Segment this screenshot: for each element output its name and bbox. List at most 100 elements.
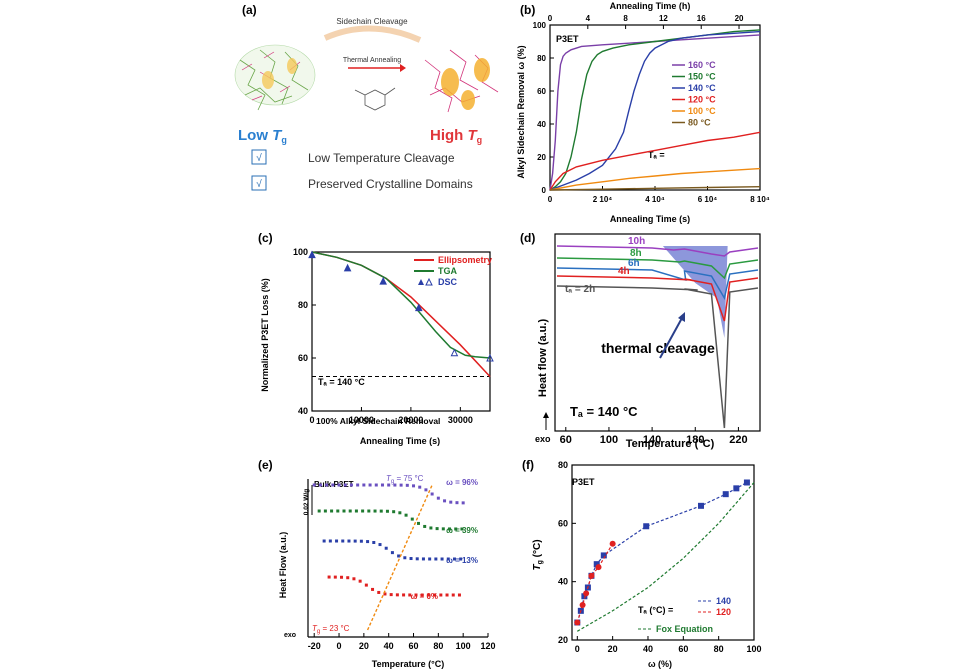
x-tick-label: 120 — [480, 641, 495, 651]
series-line — [556, 275, 759, 322]
series-line — [556, 267, 759, 301]
x-axis-title: Temperature (°C) — [372, 659, 444, 669]
data-point — [439, 593, 443, 597]
cleavage-label: Sidechain Cleavage — [336, 17, 408, 26]
data-point — [445, 593, 449, 597]
data-point — [421, 557, 425, 561]
data-point — [440, 557, 444, 561]
data-point — [335, 539, 339, 543]
data-point — [410, 517, 414, 521]
data-point — [574, 619, 581, 626]
data-point — [428, 557, 432, 561]
series-line — [549, 30, 761, 191]
legend-label: 8h — [630, 248, 642, 259]
inner-title: P3ET — [572, 477, 595, 487]
legend-label: 120 — [716, 607, 731, 617]
data-point — [377, 590, 381, 594]
y-tick-label: 80 — [558, 460, 568, 470]
y-tick-label: 0 — [542, 186, 547, 195]
legend-label: 150 °C — [688, 72, 716, 82]
y-tick-label: 60 — [558, 518, 568, 528]
data-point — [435, 527, 439, 531]
series-line — [549, 167, 761, 191]
series-line — [556, 245, 759, 257]
tg-top-annotation: Tg = 75 °C — [386, 474, 424, 485]
data-point — [588, 572, 595, 579]
data-point — [446, 557, 450, 561]
data-point — [308, 250, 316, 259]
data-point — [395, 593, 399, 597]
data-point — [424, 488, 428, 492]
legend-label: ω = 13% — [446, 556, 478, 565]
x-tick-label: 80 — [433, 641, 443, 651]
data-point — [459, 557, 463, 561]
x-tick-label: 6 10⁴ — [698, 195, 718, 204]
ta-annotation: Tₐ = 140 °C — [318, 377, 365, 387]
plot-frame — [311, 251, 491, 412]
annotation-arrowhead — [678, 312, 685, 322]
series-line — [549, 186, 761, 191]
legend-label: 120 °C — [688, 95, 716, 105]
data-point — [387, 483, 391, 487]
panel-a: (a) — [234, 3, 499, 191]
series-line — [549, 34, 761, 191]
x-tick-label: 0 — [309, 415, 314, 425]
y-axis-exo: exo — [535, 434, 551, 444]
data-point — [455, 501, 459, 505]
tg-bottom-annotation: Tg = 23 °C — [312, 624, 350, 635]
inner-title: P3ET — [556, 34, 579, 44]
data-point — [450, 348, 459, 357]
chart-c: (c) Normalized P3ET Loss (%) Annealing T… — [258, 231, 494, 446]
x-tick-label: 40 — [643, 644, 653, 654]
svg-text:√: √ — [256, 178, 262, 190]
y-tick-label: 40 — [298, 406, 308, 416]
x-tick-label: 0 — [337, 641, 342, 651]
data-point — [420, 593, 424, 597]
chart-b: (b) Annealing Time (h) Alkyl Sidechain R… — [516, 1, 770, 224]
legend-label: 100 °C — [688, 106, 716, 116]
data-point — [404, 513, 408, 517]
x-axis-title: Annealing Time (s) — [360, 436, 440, 446]
x-tick-label: 0 — [548, 195, 553, 204]
legend-label: 160 °C — [688, 60, 716, 70]
y-axis-title: Tg (°C) — [532, 539, 544, 570]
data-point — [643, 523, 650, 530]
data-point — [408, 593, 412, 597]
legend-swatch — [418, 279, 424, 285]
data-point — [359, 539, 363, 543]
series-line — [556, 257, 759, 280]
data-point — [327, 575, 331, 579]
shaded-cleavage-area — [662, 246, 728, 338]
y-tick-label: 20 — [558, 635, 568, 645]
y-axis-title: Normalized P3ET Loss (%) — [260, 278, 270, 392]
data-point — [364, 583, 368, 587]
data-point — [392, 510, 396, 514]
x-tick-label: 220 — [729, 434, 747, 446]
high-tg-label: High Tg — [430, 127, 482, 145]
x-tick-label: 2 10⁴ — [593, 195, 613, 204]
legend-label: 140 — [716, 596, 731, 606]
series-line — [576, 482, 755, 632]
panel-a-label: (a) — [242, 3, 257, 17]
x2-tick-label: 0 — [548, 14, 553, 23]
y-tick-label: 40 — [558, 577, 568, 587]
x-tick-label: 100 — [746, 644, 761, 654]
series-line — [576, 543, 614, 623]
data-point — [343, 483, 347, 487]
legend-label: ω = 96% — [446, 478, 478, 487]
data-point — [367, 509, 371, 513]
x-tick-label: 100 — [600, 434, 618, 446]
data-point — [358, 579, 362, 583]
data-point — [433, 593, 437, 597]
x-axis-title: ω (%) — [648, 659, 672, 669]
ta-annotation: Tₐ = 140 °C — [570, 404, 638, 419]
chart-d: (d) Heat flow (a.u.) exo Temperature (°C… — [520, 231, 761, 450]
data-point — [323, 509, 327, 513]
x2-tick-label: 8 — [623, 14, 628, 23]
x2-tick-label: 4 — [586, 14, 591, 23]
data-point — [405, 483, 409, 487]
x-tick-label: 30000 — [448, 415, 473, 425]
data-point — [349, 483, 353, 487]
y-tick-label: 60 — [298, 353, 308, 363]
data-point — [443, 499, 447, 503]
